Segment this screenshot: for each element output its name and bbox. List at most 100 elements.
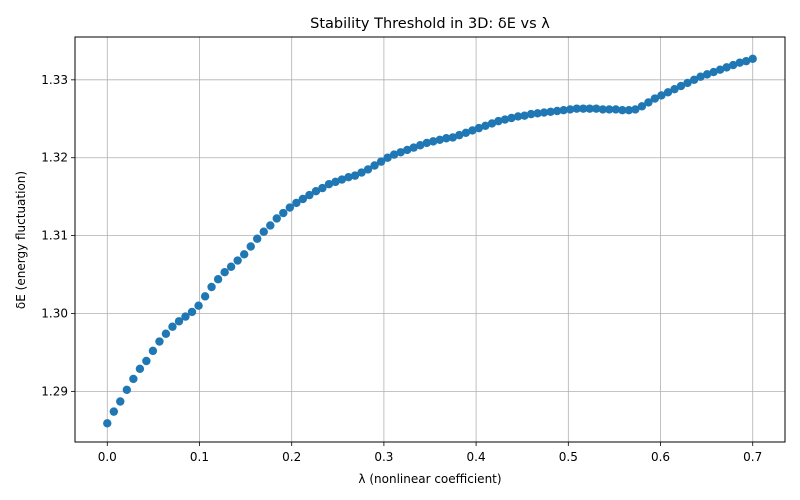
- data-point: [572, 104, 581, 113]
- data-point: [579, 104, 588, 113]
- data-point: [702, 70, 712, 79]
- data-point: [292, 198, 301, 208]
- data-point: [735, 58, 744, 67]
- data-point: [520, 111, 529, 120]
- data-point: [442, 134, 451, 143]
- data-point: [174, 317, 184, 326]
- data-point: [409, 143, 418, 152]
- data-point: [344, 172, 353, 182]
- data-point: [474, 123, 484, 133]
- x-tick-label: 0.6: [651, 450, 670, 464]
- axis-ticks: 0.0 0.1 0.2 0.3 0.4 0.5 0.6 0.7 1.29 1.30 1.31 1.32…: [41, 73, 762, 464]
- data-point: [624, 106, 634, 115]
- data-point: [253, 234, 262, 243]
- y-tick-label: 1.33: [41, 73, 68, 87]
- data-point: [246, 242, 255, 251]
- data-point: [565, 105, 575, 114]
- data-point: [585, 104, 594, 113]
- data-point: [311, 187, 321, 196]
- data-point: [448, 133, 457, 142]
- x-tick-label: 0.5: [559, 450, 578, 464]
- data-point: [357, 168, 366, 177]
- y-tick-label: 1.29: [41, 384, 68, 398]
- data-point: [637, 102, 647, 111]
- data-point: [213, 275, 223, 284]
- x-tick-label: 0.2: [282, 450, 301, 464]
- data-point: [285, 203, 295, 212]
- data-point: [200, 292, 210, 301]
- data-point: [155, 337, 164, 346]
- data-point: [598, 105, 607, 114]
- x-tick-label: 0.7: [743, 450, 762, 464]
- x-tick-label: 0.3: [374, 450, 393, 464]
- data-point: [187, 307, 197, 317]
- data-point: [324, 180, 334, 189]
- data-point: [455, 130, 464, 140]
- data-point: [728, 60, 738, 70]
- data-point: [513, 112, 523, 121]
- data-point: [240, 250, 249, 259]
- data-point: [363, 165, 373, 174]
- data-point: [403, 145, 412, 155]
- data-point: [657, 91, 666, 100]
- data-point: [481, 121, 490, 130]
- data-point: [487, 119, 497, 128]
- data-point: [429, 137, 438, 146]
- x-tick-label: 0.0: [98, 450, 117, 464]
- data-point: [148, 346, 158, 356]
- data-point: [644, 98, 653, 107]
- data-point: [494, 116, 503, 126]
- data-point: [103, 419, 112, 428]
- x-tick-label: 0.1: [190, 450, 209, 464]
- x-tick-label: 0.4: [467, 450, 486, 464]
- data-point: [709, 67, 718, 77]
- data-point: [689, 75, 699, 85]
- data-point: [422, 138, 431, 148]
- data-point: [279, 208, 288, 218]
- data-point: [683, 78, 692, 88]
- data-point: [259, 227, 268, 236]
- data-point: [272, 214, 281, 223]
- data-point: [592, 104, 601, 113]
- data-point: [663, 88, 673, 97]
- data-point: [696, 72, 705, 81]
- data-point: [396, 148, 405, 157]
- data-point: [748, 54, 757, 64]
- data-point: [461, 128, 471, 137]
- data-point: [611, 105, 620, 114]
- data-point: [109, 407, 119, 416]
- data-point: [226, 262, 236, 271]
- x-axis-label: λ (nonlinear coefficient): [358, 472, 501, 486]
- data-point: [435, 135, 444, 145]
- data-point: [559, 106, 568, 115]
- data-point: [539, 108, 549, 117]
- data-point: [220, 268, 229, 277]
- data-point: [546, 107, 555, 116]
- data-point: [116, 397, 125, 406]
- data-point: [383, 153, 392, 162]
- data-point: [389, 150, 399, 159]
- data-point: [715, 65, 725, 74]
- y-axis-label: δE (energy fluctuation): [14, 171, 28, 309]
- data-point: [618, 106, 627, 115]
- data-point: [305, 190, 314, 200]
- data-point: [670, 84, 679, 94]
- data-point: [650, 94, 660, 103]
- data-point: [331, 177, 340, 187]
- data-point: [468, 126, 477, 135]
- data-point: [233, 256, 242, 265]
- grid-lines: [75, 37, 785, 442]
- data-point: [507, 113, 516, 123]
- data-points: [103, 54, 757, 428]
- data-point: [122, 385, 132, 395]
- data-point: [168, 322, 177, 331]
- plot-frame: [74, 36, 786, 443]
- data-point: [741, 56, 751, 66]
- data-point: [142, 356, 151, 366]
- data-point: [605, 105, 614, 114]
- data-point: [337, 175, 347, 184]
- data-point: [631, 105, 640, 114]
- data-point: [161, 329, 171, 338]
